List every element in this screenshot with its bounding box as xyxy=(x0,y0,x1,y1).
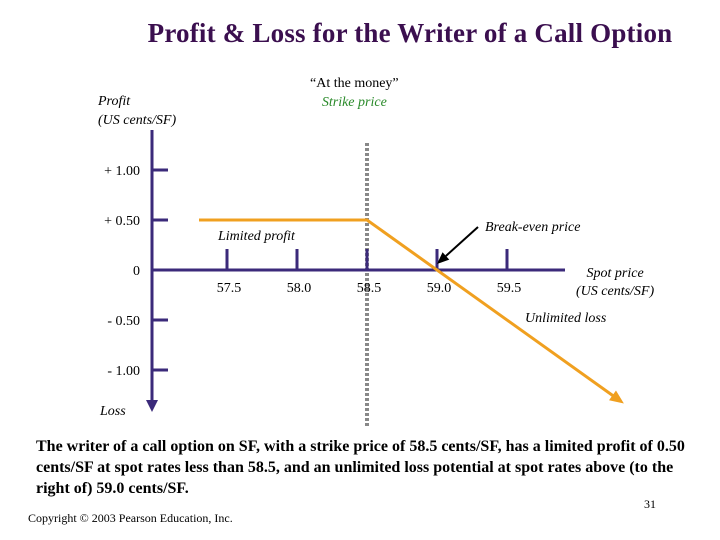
strike-price-label: “At the money” Strike price xyxy=(310,74,399,112)
x-tick-label: 59.5 xyxy=(497,281,522,296)
strike-label-line1: “At the money” xyxy=(310,76,399,91)
break-even-label: Break-even price xyxy=(485,220,581,235)
slide-caption: The writer of a call option on SF, with … xyxy=(36,438,685,497)
y-tick-label: + 0.50 xyxy=(104,214,140,229)
y-tick-label: - 0.50 xyxy=(107,314,140,329)
limited-profit-label: Limited profit xyxy=(218,229,295,244)
x-tick-label: 59.0 xyxy=(427,281,452,296)
x-tick-label: 58.0 xyxy=(287,281,312,296)
y-tick-label: - 1.00 xyxy=(107,364,140,379)
payoff-series-line xyxy=(199,218,620,402)
y-ticks: + 1.00 + 0.50 0 - 0.50 - 1.00 xyxy=(104,164,168,379)
payoff-arrow-icon xyxy=(609,390,624,404)
x-tick-label: 58.5 xyxy=(357,281,382,296)
copyright-notice: Copyright © 2003 Pearson Education, Inc. xyxy=(28,511,233,525)
x-axis-label-line1: Spot price xyxy=(586,266,644,281)
strike-label-line2: Strike price xyxy=(321,95,387,110)
x-axis-label-line2: (US cents/SF) xyxy=(576,284,655,299)
break-even-pointer-head-icon xyxy=(437,252,450,264)
y-tick-label: 0 xyxy=(133,264,140,279)
y-axis-label: Profit (US cents/SF) xyxy=(98,92,176,130)
x-ticks: 57.5 58.0 58.5 59.0 59.5 xyxy=(217,249,522,296)
y-axis-label-line1: Profit xyxy=(98,94,131,109)
slide-title: Profit & Loss for the Writer of a Call O… xyxy=(147,18,673,48)
x-axis-label: Spot price (US cents/SF) xyxy=(576,265,654,301)
y-axis-arrow-icon xyxy=(146,400,158,412)
y-axis-label-line2: (US cents/SF) xyxy=(98,113,177,128)
page-number: 31 xyxy=(644,497,656,511)
break-even-pointer-arrow-icon xyxy=(445,226,479,257)
loss-label: Loss xyxy=(100,404,126,419)
unlimited-loss-label: Unlimited loss xyxy=(525,311,607,326)
x-tick-label: 57.5 xyxy=(217,281,242,296)
y-tick-label: + 1.00 xyxy=(104,164,140,179)
